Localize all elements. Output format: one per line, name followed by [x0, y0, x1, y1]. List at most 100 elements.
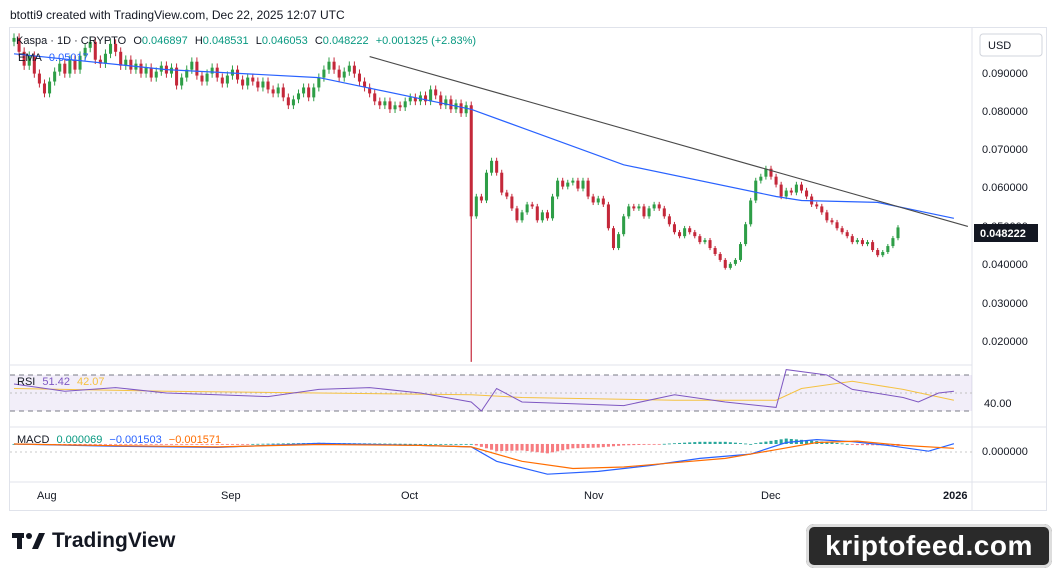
macd-histogram-bar	[662, 443, 666, 445]
macd-histogram-bar	[850, 443, 854, 445]
close-label: C	[314, 35, 323, 47]
macd-histogram-bar	[657, 443, 661, 445]
candle	[871, 242, 875, 251]
macd-histogram-bar	[444, 443, 448, 445]
macd-histogram-bar	[413, 443, 417, 445]
macd-histogram-bar	[281, 443, 285, 445]
candle	[749, 200, 753, 225]
symbol-name[interactable]: Kaspa · 1D · CRYPTO	[16, 35, 127, 47]
macd-histogram-bar	[556, 443, 560, 452]
candle	[688, 228, 692, 233]
candle	[561, 180, 565, 187]
candle	[855, 240, 859, 243]
chart-frame	[9, 27, 1047, 511]
macd-histogram-bar	[606, 443, 610, 447]
macd-histogram-bar	[164, 443, 168, 445]
candle	[464, 105, 468, 114]
candle	[678, 232, 682, 237]
macd-histogram-bar	[627, 443, 631, 446]
candle	[779, 184, 783, 197]
candle	[896, 227, 900, 239]
candlestick-series	[12, 33, 900, 362]
macd-histogram-bar	[114, 443, 118, 445]
macd-signal-value: −0.001503	[109, 434, 162, 446]
candle	[545, 212, 549, 219]
candle	[180, 77, 184, 86]
candle	[886, 246, 890, 253]
candle	[241, 79, 245, 86]
macd-histogram-bar	[545, 443, 549, 454]
macd-histogram-bar	[678, 442, 682, 444]
candle	[281, 87, 285, 98]
candle	[327, 61, 331, 70]
candle	[535, 206, 539, 221]
macd-histogram-bar	[98, 443, 102, 445]
candle	[459, 103, 463, 114]
macd-histogram-bar	[886, 443, 890, 446]
macd-histogram-bar	[474, 443, 478, 446]
tradingview-logo[interactable]: TradingView	[12, 529, 175, 553]
macd-histogram-bar	[423, 443, 428, 445]
candle	[444, 99, 448, 106]
candle	[586, 180, 590, 197]
macd-histogram-bar	[596, 443, 600, 448]
macd-histogram-bar	[205, 443, 209, 445]
macd-histogram-bar	[672, 443, 676, 445]
macd-histogram-bar	[611, 443, 616, 447]
macd-line	[13, 438, 955, 475]
macd-histogram-bar	[459, 443, 463, 445]
ema-line	[13, 53, 955, 219]
candle	[759, 176, 763, 181]
candle	[601, 198, 605, 205]
candle	[617, 234, 621, 249]
macd-histogram-bar	[530, 443, 534, 452]
macd-histogram-bar	[581, 443, 585, 449]
candle	[322, 69, 326, 78]
macd-histogram-bar	[134, 443, 138, 445]
macd-histogram-bar	[810, 440, 814, 444]
candle	[876, 250, 880, 256]
ema-label[interactable]: EMA	[18, 52, 42, 64]
macd-histogram-bar	[373, 443, 377, 445]
macd-label[interactable]: MACD	[17, 434, 50, 446]
high-value: 0.048531	[202, 35, 249, 47]
macd-histogram-bar	[601, 443, 605, 448]
currency-button[interactable]	[979, 33, 1043, 57]
price-tick: 0.060000	[982, 182, 1028, 194]
candle	[479, 196, 483, 201]
candle	[652, 204, 656, 209]
rsi-label[interactable]: RSI	[17, 376, 36, 388]
macd-histogram-bar	[256, 443, 260, 445]
macd-histogram-bar	[398, 443, 402, 445]
macd-histogram-bar	[840, 443, 844, 445]
macd-histogram-bar	[78, 443, 82, 445]
macd-histogram-bar	[871, 443, 875, 446]
candle	[723, 259, 727, 268]
macd-histogram-bar	[632, 443, 636, 446]
macd-histogram-bar	[540, 443, 544, 453]
candle	[667, 216, 671, 225]
macd-histogram-bar	[73, 443, 77, 445]
macd-histogram-bar	[617, 443, 621, 446]
candle	[429, 89, 433, 102]
trendline	[369, 56, 969, 227]
candle	[286, 97, 290, 106]
candle	[88, 41, 92, 48]
candle	[185, 69, 189, 78]
macd-histogram-bar	[144, 443, 148, 445]
macd-histogram-bar	[520, 443, 524, 451]
macd-histogram-bar	[525, 443, 529, 452]
macd-histogram-bar	[591, 443, 595, 448]
candle	[556, 180, 560, 197]
candle	[413, 97, 417, 102]
price-tick: 0.030000	[982, 298, 1028, 310]
price-tick: 0.080000	[982, 106, 1028, 118]
candle	[37, 73, 41, 84]
macd-histogram-bar	[845, 443, 849, 445]
macd-legend: MACD 0.000069 −0.001503 −0.001571	[17, 434, 225, 446]
candle	[22, 51, 26, 66]
candle	[835, 222, 839, 229]
candle	[596, 198, 600, 203]
macd-histogram-bar	[642, 443, 646, 445]
